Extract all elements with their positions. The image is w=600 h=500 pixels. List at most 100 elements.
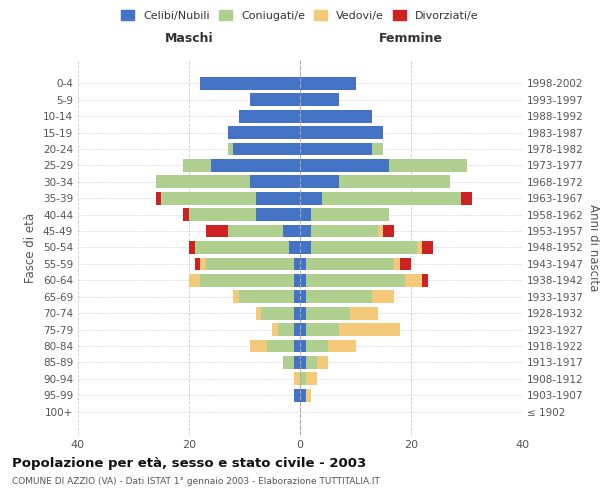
Bar (161, 192, 256, 204)
Y-axis label: Anni di nascita: Anni di nascita (587, 204, 600, 291)
Bar (184, 159, 211, 172)
Bar (305, 323, 339, 336)
Bar (295, 356, 300, 368)
Bar (228, 224, 283, 237)
Bar (300, 372, 305, 385)
Bar (206, 258, 295, 270)
Bar (378, 224, 383, 237)
Bar (155, 192, 161, 204)
Bar (283, 224, 300, 237)
Bar (300, 142, 372, 156)
Bar (300, 176, 339, 188)
Bar (206, 224, 228, 237)
Bar (305, 356, 317, 368)
Bar (194, 258, 200, 270)
Bar (317, 356, 328, 368)
Bar (256, 208, 300, 221)
Bar (156, 176, 250, 188)
Bar (394, 258, 400, 270)
Bar (200, 77, 300, 90)
Bar (300, 340, 305, 352)
Bar (305, 306, 350, 320)
Bar (256, 306, 261, 320)
Bar (305, 389, 311, 402)
Bar (233, 290, 239, 303)
Bar (422, 274, 428, 286)
Bar (189, 274, 200, 286)
Bar (350, 306, 378, 320)
Bar (372, 290, 394, 303)
Bar (184, 208, 189, 221)
Bar (261, 306, 295, 320)
Bar (295, 306, 300, 320)
Bar (300, 241, 311, 254)
Bar (194, 241, 289, 254)
Bar (211, 159, 300, 172)
Bar (305, 258, 394, 270)
Bar (322, 192, 461, 204)
Text: COMUNE DI AZZIO (VA) - Dati ISTAT 1° gennaio 2003 - Elaborazione TUTTITALIA.IT: COMUNE DI AZZIO (VA) - Dati ISTAT 1° gen… (12, 478, 380, 486)
Bar (295, 258, 300, 270)
Bar (289, 241, 300, 254)
Text: Popolazione per età, sesso e stato civile - 2003: Popolazione per età, sesso e stato civil… (12, 458, 366, 470)
Bar (416, 241, 422, 254)
Bar (295, 323, 300, 336)
Bar (256, 192, 300, 204)
Bar (305, 340, 328, 352)
Bar (300, 94, 339, 106)
Bar (266, 340, 295, 352)
Bar (250, 176, 300, 188)
Bar (300, 110, 372, 122)
Bar (300, 306, 305, 320)
Bar (300, 126, 383, 139)
Bar (300, 389, 305, 402)
Bar (295, 372, 300, 385)
Bar (189, 241, 194, 254)
Bar (305, 372, 317, 385)
Bar (339, 323, 400, 336)
Bar (228, 142, 233, 156)
Bar (300, 77, 355, 90)
Bar (239, 110, 300, 122)
Bar (372, 142, 383, 156)
Bar (389, 159, 467, 172)
Bar (283, 356, 295, 368)
Bar (233, 142, 300, 156)
Bar (189, 208, 256, 221)
Bar (400, 258, 411, 270)
Bar (278, 323, 295, 336)
Bar (250, 340, 266, 352)
Bar (305, 274, 406, 286)
Bar (300, 290, 305, 303)
Bar (300, 323, 305, 336)
Bar (200, 274, 295, 286)
Bar (406, 274, 422, 286)
Text: Femmine: Femmine (379, 32, 443, 45)
Y-axis label: Fasce di età: Fasce di età (25, 212, 37, 282)
Bar (295, 290, 300, 303)
Bar (311, 208, 389, 221)
Bar (305, 290, 372, 303)
Bar (311, 241, 416, 254)
Bar (300, 224, 311, 237)
Bar (300, 159, 389, 172)
Bar (228, 126, 300, 139)
Bar (295, 274, 300, 286)
Bar (300, 192, 322, 204)
Bar (383, 224, 394, 237)
Bar (200, 258, 206, 270)
Bar (300, 274, 305, 286)
Bar (311, 224, 378, 237)
Bar (461, 192, 472, 204)
Legend: Celibi/Nubili, Coniugati/e, Vedovi/e, Divorziati/e: Celibi/Nubili, Coniugati/e, Vedovi/e, Di… (117, 6, 483, 25)
Bar (300, 356, 305, 368)
Bar (300, 208, 311, 221)
Bar (272, 323, 278, 336)
Bar (422, 241, 433, 254)
Bar (300, 258, 305, 270)
Bar (295, 340, 300, 352)
Bar (250, 94, 300, 106)
Bar (328, 340, 355, 352)
Bar (339, 176, 450, 188)
Bar (239, 290, 295, 303)
